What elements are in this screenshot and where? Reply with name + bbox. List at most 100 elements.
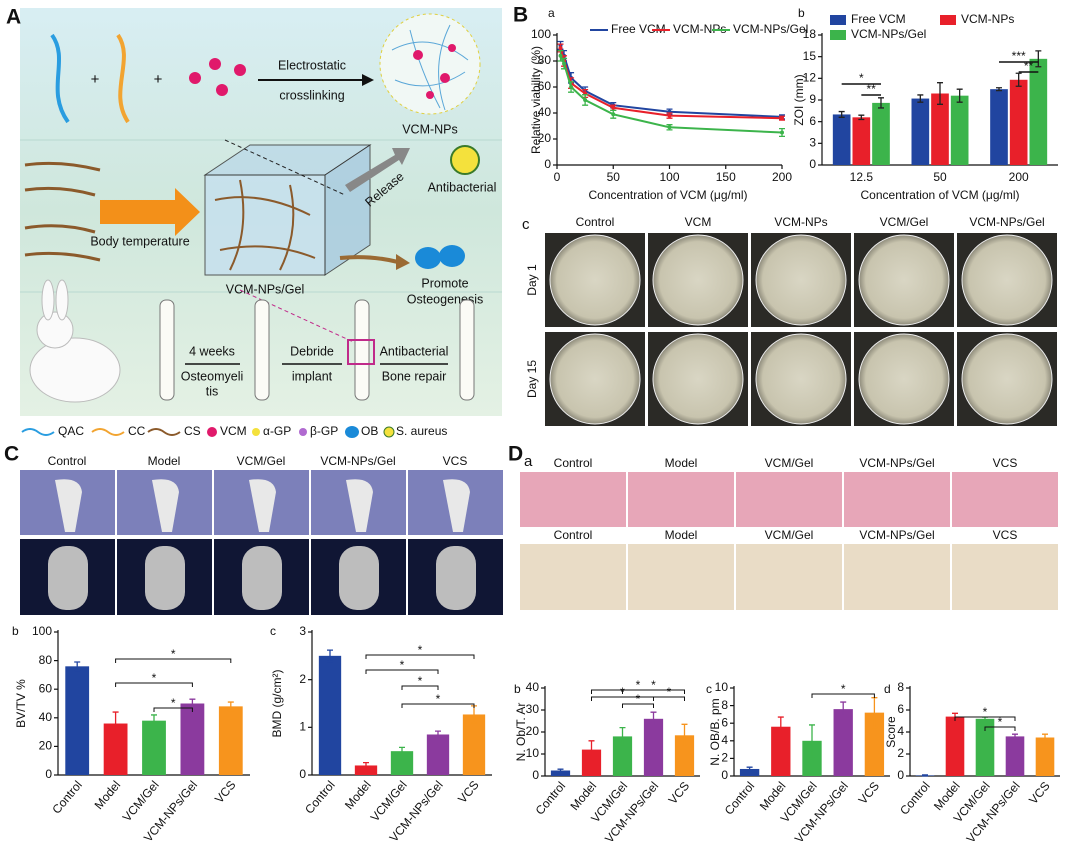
y-tick-label: 15: [803, 49, 817, 63]
y-tick-label: 8: [721, 698, 728, 712]
error-bar: [74, 661, 81, 672]
guide: [239, 289, 361, 346]
series-line: [559, 47, 783, 120]
implant-box: [347, 339, 375, 365]
legend-label: Free VCM: [611, 22, 666, 36]
schematic-legend: QAC CC CS VCM α-GP β-GP OB S. aureus: [21, 424, 447, 438]
arrowhead: [396, 254, 410, 270]
error-bar: [838, 110, 845, 118]
x-tick-label: VCS: [212, 778, 239, 806]
sub-label: d: [884, 682, 891, 696]
error-bar: [327, 649, 333, 663]
column-label: VCM-NPs/Gel: [969, 215, 1044, 229]
significance-bracket: [401, 685, 439, 690]
point: [562, 61, 567, 66]
point: [583, 98, 588, 102]
error-bar: [956, 88, 963, 103]
column-label: VCS: [993, 528, 1018, 542]
petri-dish: [652, 234, 744, 326]
x-tick-label: 12.5: [850, 170, 874, 184]
column-label: Control: [554, 456, 593, 470]
column-label: VCM/Gel: [765, 456, 814, 470]
legend-label: CC: [128, 424, 146, 438]
point: [667, 113, 672, 118]
point: [569, 85, 574, 89]
y-tick-label: 4: [721, 733, 728, 747]
arrow: [345, 148, 410, 192]
panel-label: B: [513, 4, 528, 27]
sub-label: b: [514, 682, 521, 696]
significance-label: *: [418, 674, 423, 688]
error-bar: [557, 768, 564, 773]
y-tick-label: 0: [897, 768, 904, 782]
x-tick-label: 200: [1009, 170, 1029, 184]
x-tick-label: Model: [92, 778, 124, 812]
bar: [643, 718, 664, 776]
bone-section: [145, 546, 185, 610]
bone-section: [339, 546, 379, 610]
y-axis-label: BMD (g/cm²): [270, 670, 284, 738]
error-bar: [840, 701, 847, 717]
column-label: Model: [148, 454, 181, 468]
error-bar: [435, 730, 441, 739]
bar: [872, 102, 890, 165]
bar: [318, 655, 342, 775]
x-tick-label: 100: [659, 170, 679, 184]
error-bar: [151, 714, 157, 728]
arrow: [100, 188, 200, 236]
sub-label: a: [548, 6, 555, 20]
y-axis-label: BV/TV %: [14, 679, 28, 728]
bar: [462, 714, 486, 775]
significance-label: *: [400, 658, 405, 672]
point: [558, 53, 563, 58]
bacteria-icon: [450, 145, 480, 175]
y-tick-label: 0: [809, 157, 816, 171]
significance-bracket: [365, 669, 439, 674]
error-bar: [399, 746, 405, 756]
x-tick-label: Control: [722, 779, 758, 818]
bar: [1005, 736, 1025, 776]
error-bar: [996, 87, 1002, 92]
column-label: VCM/Gel: [880, 215, 929, 229]
vcm-dots: [413, 44, 456, 99]
x-axis-label: Concentration of VCM (μg/ml): [589, 188, 748, 202]
y-tick-label: 40: [526, 680, 540, 694]
bar: [426, 734, 450, 775]
bar: [950, 95, 969, 165]
error-bar: [1035, 50, 1042, 68]
error-bar: [681, 723, 688, 747]
label: Antibacterial: [380, 344, 449, 358]
nanoparticle: [379, 13, 481, 115]
label: tis: [206, 384, 219, 398]
label: Debride: [290, 344, 334, 358]
y-tick-label: 60: [538, 79, 552, 93]
bar: [802, 740, 822, 776]
label: VCM-NPs: [402, 122, 458, 136]
error-bar: [588, 740, 595, 760]
x-tick-label: 150: [716, 170, 736, 184]
error-bar: [917, 94, 924, 103]
bar: [975, 718, 995, 776]
petri-dish: [652, 333, 744, 425]
label: crosslinking: [279, 88, 344, 102]
histology-image: [628, 544, 734, 610]
guide: [224, 139, 346, 196]
column-label: VCM: [685, 215, 712, 229]
x-tick-label: VCS: [666, 779, 693, 807]
petri-dish: [549, 234, 641, 326]
column-label: VCM-NPs/Gel: [859, 528, 934, 542]
x-tick-label: 200: [772, 170, 792, 184]
y-tick-label: 20: [39, 739, 53, 753]
histology-image: [520, 544, 626, 610]
legend-swatch: [940, 15, 956, 25]
bar: [990, 89, 1008, 165]
y-tick-label: 0: [544, 157, 551, 171]
sub-label: b: [798, 6, 805, 20]
petri-dish: [858, 333, 950, 425]
significance-label: *: [859, 71, 864, 85]
bar: [852, 117, 871, 165]
point: [558, 46, 563, 50]
significance-bracket: [811, 693, 875, 698]
petri-dish: [549, 333, 641, 425]
histology-image: [628, 472, 734, 527]
